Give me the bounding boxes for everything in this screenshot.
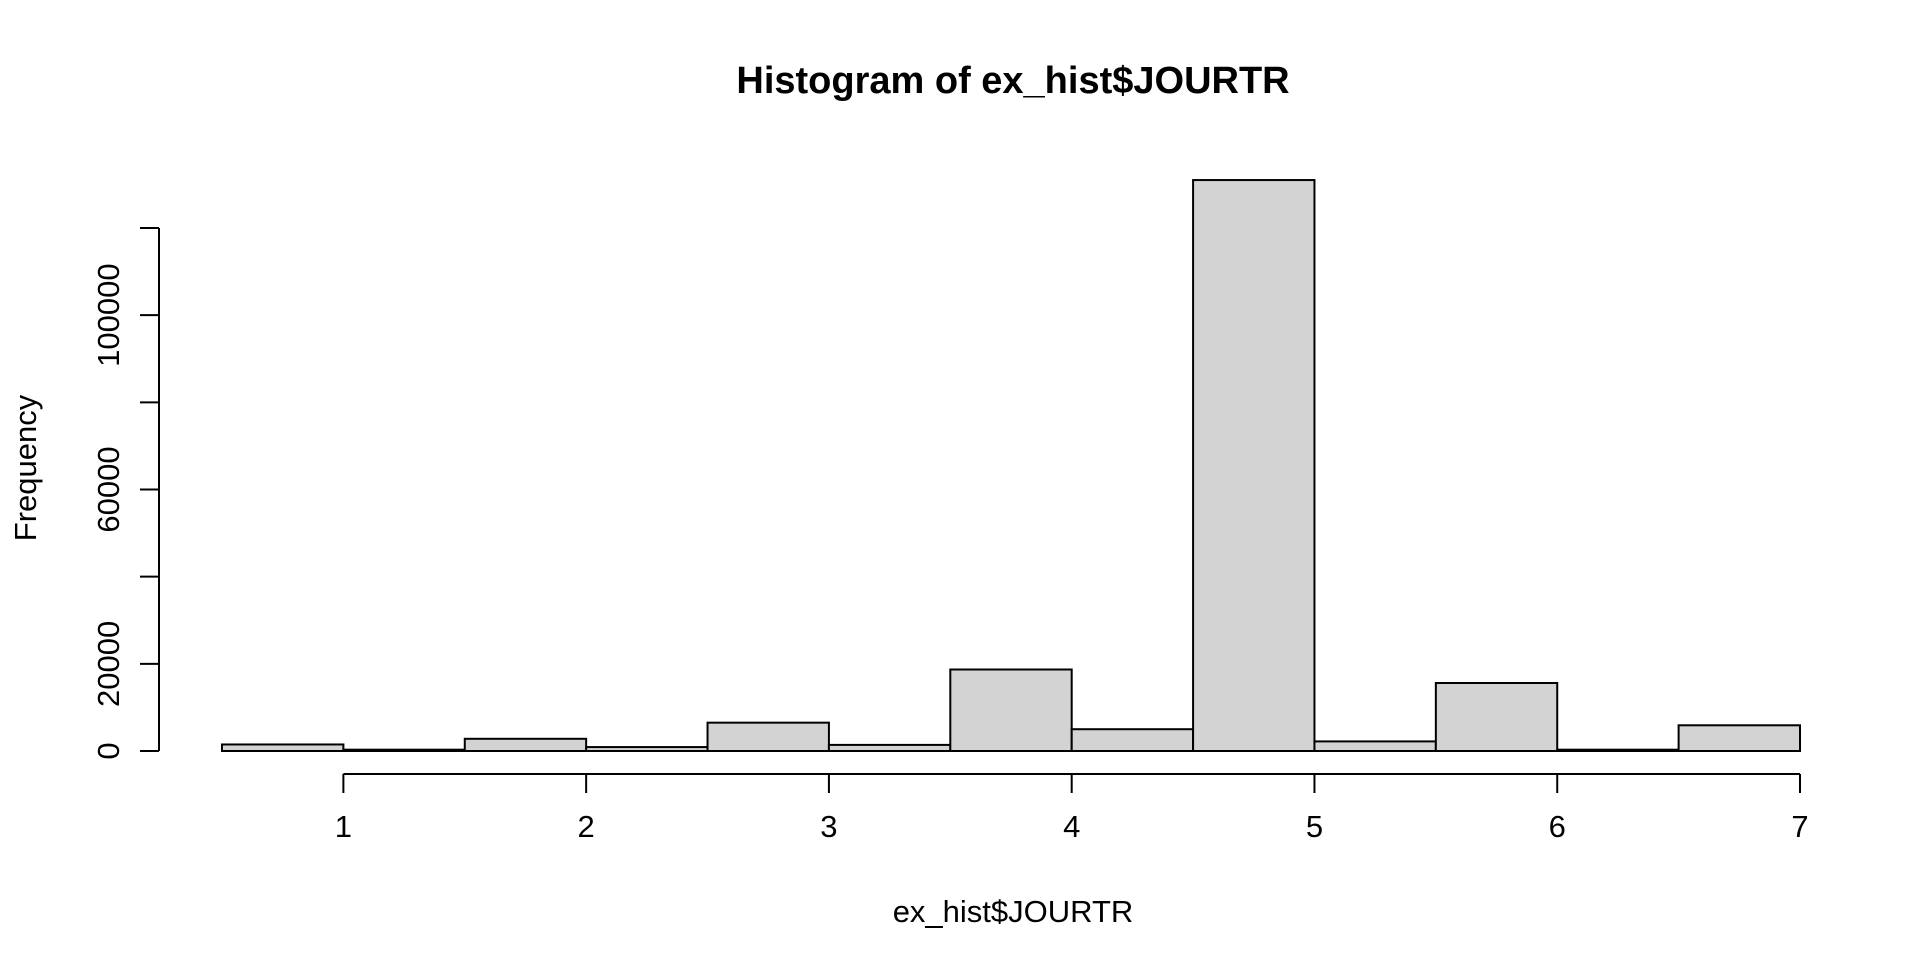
histogram-bar bbox=[463, 737, 588, 753]
histogram-bar bbox=[342, 748, 466, 753]
x-tick-label: 3 bbox=[820, 809, 837, 844]
histogram-bar bbox=[827, 743, 952, 752]
histogram-bar bbox=[1677, 724, 1801, 752]
x-tick-label: 6 bbox=[1549, 809, 1566, 844]
histogram-bar bbox=[1070, 728, 1195, 752]
y-tick-label: 0 bbox=[91, 742, 126, 759]
x-axis-label: ex_hist$JOURTR bbox=[893, 894, 1134, 929]
x-tick-label: 7 bbox=[1791, 809, 1808, 844]
x-tick-label: 1 bbox=[335, 809, 352, 844]
y-tick-label: 20000 bbox=[91, 621, 126, 707]
histogram-bar bbox=[1192, 179, 1316, 752]
x-tick-label: 2 bbox=[578, 809, 595, 844]
y-tick-label: 60000 bbox=[91, 446, 126, 532]
x-tick-label: 4 bbox=[1063, 809, 1080, 844]
histogram-bar bbox=[949, 668, 1073, 752]
x-tick-label: 5 bbox=[1306, 809, 1323, 844]
histogram-bar bbox=[1434, 682, 1559, 753]
histogram-bars bbox=[221, 179, 1801, 753]
histogram-bar bbox=[221, 743, 345, 753]
y-axis: 0 20000 60000 100000 bbox=[91, 227, 160, 760]
x-axis: 1 2 3 4 5 6 7 bbox=[335, 773, 1809, 844]
y-axis-label: Frequency bbox=[8, 394, 43, 541]
chart-title: Histogram of ex_hist$JOURTR bbox=[736, 60, 1289, 102]
histogram-bar bbox=[1556, 748, 1680, 753]
y-tick-label: 100000 bbox=[91, 263, 126, 366]
histogram-bar bbox=[1313, 740, 1437, 753]
histogram-bar bbox=[585, 746, 709, 753]
histogram-bar bbox=[706, 721, 830, 753]
